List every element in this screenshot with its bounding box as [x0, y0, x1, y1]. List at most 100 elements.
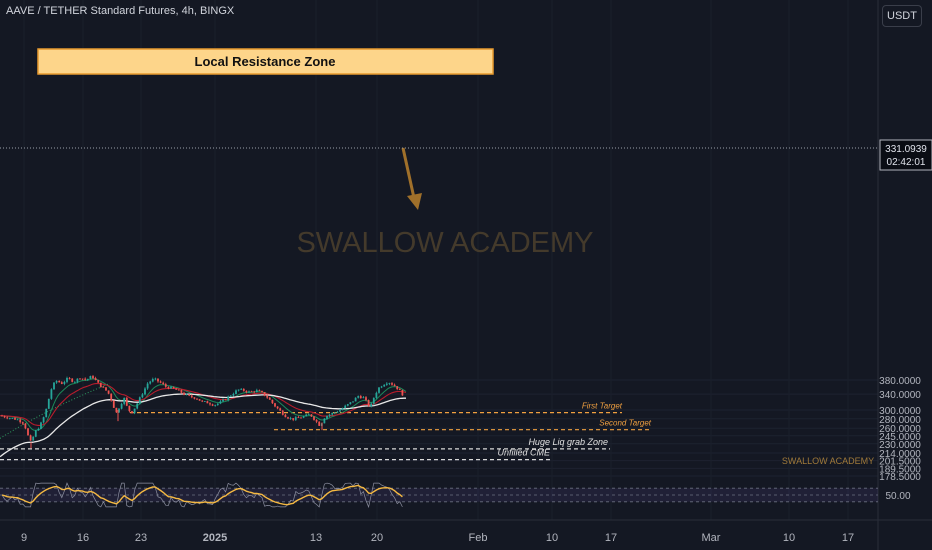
candle-body — [123, 397, 126, 404]
x-tick-label: 16 — [77, 532, 89, 544]
candle-body — [144, 388, 146, 395]
candle-body — [271, 399, 274, 404]
candle-body — [297, 417, 300, 418]
candle-body — [227, 396, 230, 401]
candle-body — [97, 379, 100, 383]
candle-body — [209, 403, 211, 405]
candle-body — [157, 378, 159, 382]
candle-body — [8, 418, 11, 419]
candle-body — [73, 381, 76, 383]
target-levels: First Target Second Target Huge Liq grab Z… — [0, 402, 652, 461]
candle-body — [255, 390, 258, 392]
candle-body — [305, 414, 308, 417]
candle-body — [133, 408, 136, 414]
oscillator-signal-line — [1, 484, 403, 506]
candle-body — [76, 378, 79, 382]
candle-body — [99, 382, 102, 387]
x-tick-label: 10 — [783, 532, 795, 544]
candle-body — [3, 416, 6, 418]
current-price-label: 331.0939 02:42:01 — [879, 139, 932, 171]
candle-body — [287, 417, 289, 419]
candle-body — [125, 397, 128, 406]
candle-body — [40, 422, 42, 429]
candle-body — [229, 395, 232, 397]
candle-body — [112, 400, 115, 408]
candle-body — [216, 403, 219, 405]
candle-body — [235, 390, 237, 394]
candle-body — [281, 410, 284, 415]
candle-body — [224, 399, 227, 401]
candle-body — [154, 378, 157, 380]
candle-body — [86, 378, 89, 380]
candle-body — [94, 378, 97, 380]
candle-body — [375, 392, 378, 398]
candle-body — [136, 403, 139, 409]
candle-body — [34, 430, 37, 437]
candle-body — [21, 422, 24, 424]
candle-body — [341, 408, 344, 411]
candle-body — [372, 397, 375, 404]
time-axis[interactable]: 9 16 23 2025 13 20 Feb 10 17 Mar 10 17 — [21, 532, 854, 544]
candle-body — [58, 380, 61, 383]
candle-body — [232, 393, 235, 396]
candle-body — [128, 405, 131, 412]
candle-body — [190, 395, 193, 398]
candle-body — [242, 388, 245, 391]
candle-body — [172, 386, 175, 389]
candle-body — [370, 403, 373, 407]
candle-body — [107, 390, 110, 394]
candle-body — [307, 414, 310, 416]
candle-body — [47, 398, 50, 409]
candle-body — [162, 382, 165, 385]
candle-countdown: 02:42:01 — [887, 157, 926, 168]
candle-body — [396, 386, 399, 390]
candle-body — [240, 388, 243, 390]
candle-body — [214, 404, 217, 406]
price-axis[interactable]: 380.0000 340.0000 300.0000280.0000260.0000… — [879, 376, 921, 483]
candle-body — [359, 396, 362, 399]
candle-body — [141, 394, 144, 398]
x-tick-label: 2025 — [203, 532, 227, 544]
candle-body — [219, 401, 222, 404]
candle-body — [118, 408, 120, 413]
candle-body — [29, 435, 32, 441]
candle-body — [276, 406, 279, 409]
candle-body — [24, 423, 27, 429]
candle-body — [302, 416, 305, 418]
candle-body — [336, 411, 339, 413]
candle-body — [84, 378, 87, 380]
candle-body — [385, 383, 388, 385]
candle-body — [258, 390, 261, 391]
target-level-label: Unfilled CME — [497, 448, 551, 458]
candle-body — [170, 386, 172, 389]
oscillator-raw-line — [1, 482, 403, 509]
target-level-label: Huge Liq grab Zone — [528, 437, 608, 447]
currency-button[interactable]: USDT — [882, 5, 922, 27]
candle-body — [310, 414, 313, 417]
target-level-label: Second Target — [599, 419, 652, 428]
candle-body — [177, 389, 180, 391]
candle-body — [237, 389, 240, 391]
x-tick-label: Mar — [702, 532, 721, 544]
resistance-zone: Local Resistance Zone — [37, 48, 494, 75]
candle-body — [211, 404, 214, 406]
candle-body — [261, 390, 263, 393]
candle-body — [175, 388, 178, 390]
ma-dotted-line — [0, 382, 111, 439]
candle-body — [315, 419, 318, 422]
candle-body — [6, 417, 9, 419]
candle-body — [380, 386, 383, 388]
candle-body — [115, 407, 118, 413]
candle-body — [339, 410, 341, 412]
candle-body — [383, 384, 386, 387]
candle-body — [105, 387, 107, 391]
candle-body — [71, 378, 74, 382]
candle-body — [149, 381, 152, 384]
candle-body — [102, 386, 105, 388]
candle-body — [81, 378, 84, 380]
x-tick-label: 23 — [135, 532, 147, 544]
y-tick-label: 189.5000 — [879, 464, 921, 475]
candle-body — [1, 415, 3, 417]
